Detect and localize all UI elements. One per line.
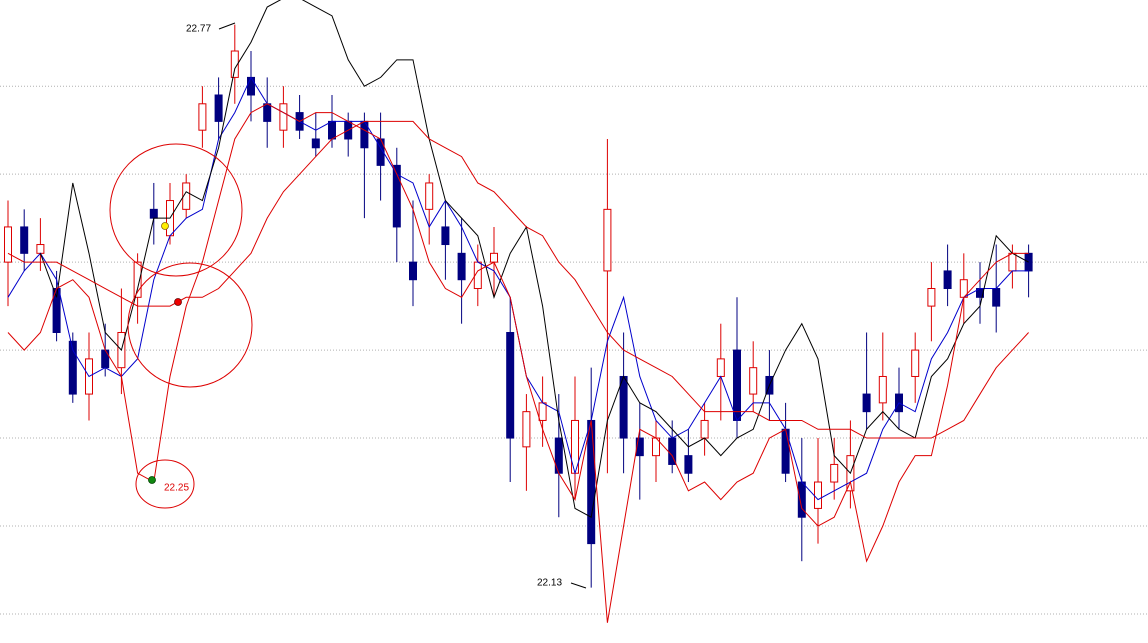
candle-body — [4, 226, 12, 263]
candle-body — [684, 455, 693, 474]
highlight-circle — [109, 143, 243, 277]
candle-body — [392, 164, 401, 228]
candle-body — [797, 481, 806, 518]
candle-body — [927, 288, 936, 307]
candle-body — [68, 340, 77, 395]
candle-body — [247, 76, 255, 96]
candle-body — [328, 120, 336, 140]
signal-dot — [148, 476, 156, 484]
candle-body — [101, 349, 110, 369]
candle-body — [700, 419, 709, 439]
candle-body — [311, 138, 320, 149]
candle-body — [862, 393, 871, 413]
candle-body — [538, 402, 547, 421]
candle-body — [490, 252, 498, 263]
candle-body — [441, 226, 450, 246]
candle-body — [878, 375, 887, 404]
candle-body — [603, 208, 612, 272]
candle-body — [911, 349, 920, 377]
indicator-line — [7, 103, 1029, 623]
candle-body — [263, 103, 272, 122]
candle-body — [230, 50, 239, 78]
candle-body — [830, 463, 839, 483]
candle-body — [36, 244, 45, 254]
candle-body — [1008, 252, 1017, 272]
candle-body — [619, 375, 628, 439]
candle-body — [733, 349, 741, 421]
annotations: 22.77 22.13 22.25 — [109, 22, 587, 589]
candle-body — [214, 94, 223, 122]
grid — [0, 85, 1148, 615]
candle-body — [457, 252, 466, 281]
candle-body — [587, 419, 596, 545]
candle-body — [506, 331, 515, 439]
pointer-line — [218, 22, 236, 30]
candle-body — [992, 288, 1001, 307]
highlight-circle — [127, 262, 253, 388]
candle-body — [182, 182, 191, 210]
candle-body — [749, 367, 758, 395]
pointer-line — [570, 582, 587, 589]
candle-body — [814, 481, 822, 509]
indicator-lines — [7, 0, 1029, 623]
candle-body — [943, 270, 952, 290]
candle-body — [425, 182, 434, 210]
high-label: 22.77 — [186, 24, 211, 35]
candle-body — [716, 358, 725, 377]
low-label: 22.13 — [537, 578, 562, 589]
signal-dot — [161, 222, 169, 230]
candle-body — [133, 261, 142, 298]
candle-body — [522, 411, 531, 448]
indicator-line — [39, 0, 1029, 518]
candle-body — [20, 226, 29, 254]
highlight-circle — [135, 459, 195, 509]
candle-body — [635, 437, 644, 457]
candle-body — [279, 103, 288, 131]
indicator-line — [7, 120, 1029, 439]
candle-body — [149, 208, 158, 219]
candle-body — [198, 103, 207, 131]
signal-label: 22.25 — [164, 483, 189, 494]
candle-body — [409, 261, 417, 281]
signal-dot — [174, 298, 182, 306]
